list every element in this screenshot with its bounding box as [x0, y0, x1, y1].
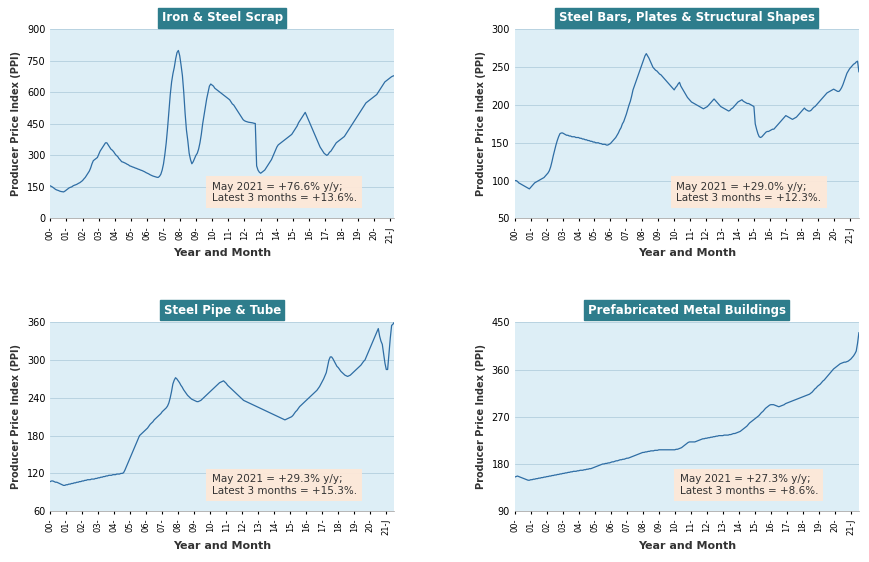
Text: May 2021 = +27.3% y/y;
Latest 3 months = +8.6%.: May 2021 = +27.3% y/y; Latest 3 months =…: [679, 474, 817, 496]
Title: Steel Pipe & Tube: Steel Pipe & Tube: [163, 304, 281, 317]
Y-axis label: Producer Price Index (PPI): Producer Price Index (PPI): [11, 345, 21, 490]
Title: Prefabricated Metal Buildings: Prefabricated Metal Buildings: [587, 304, 785, 317]
X-axis label: Year and Month: Year and Month: [173, 541, 271, 551]
X-axis label: Year and Month: Year and Month: [637, 248, 735, 258]
Text: May 2021 = +29.0% y/y;
Latest 3 months = +12.3%.: May 2021 = +29.0% y/y; Latest 3 months =…: [675, 182, 820, 203]
Y-axis label: Producer Price Index (PPI): Producer Price Index (PPI): [475, 51, 485, 196]
X-axis label: Year and Month: Year and Month: [637, 541, 735, 551]
Text: May 2021 = +29.3% y/y;
Latest 3 months = +15.3%.: May 2021 = +29.3% y/y; Latest 3 months =…: [211, 474, 356, 496]
Title: Steel Bars, Plates & Structural Shapes: Steel Bars, Plates & Structural Shapes: [558, 11, 814, 24]
Title: Iron & Steel Scrap: Iron & Steel Scrap: [162, 11, 282, 24]
Text: May 2021 = +76.6% y/y;
Latest 3 months = +13.6%.: May 2021 = +76.6% y/y; Latest 3 months =…: [211, 182, 356, 203]
Y-axis label: Producer Price Index (PPI): Producer Price Index (PPI): [11, 51, 21, 196]
X-axis label: Year and Month: Year and Month: [173, 248, 271, 258]
Y-axis label: Producer Price Index (PPI): Producer Price Index (PPI): [475, 345, 485, 490]
